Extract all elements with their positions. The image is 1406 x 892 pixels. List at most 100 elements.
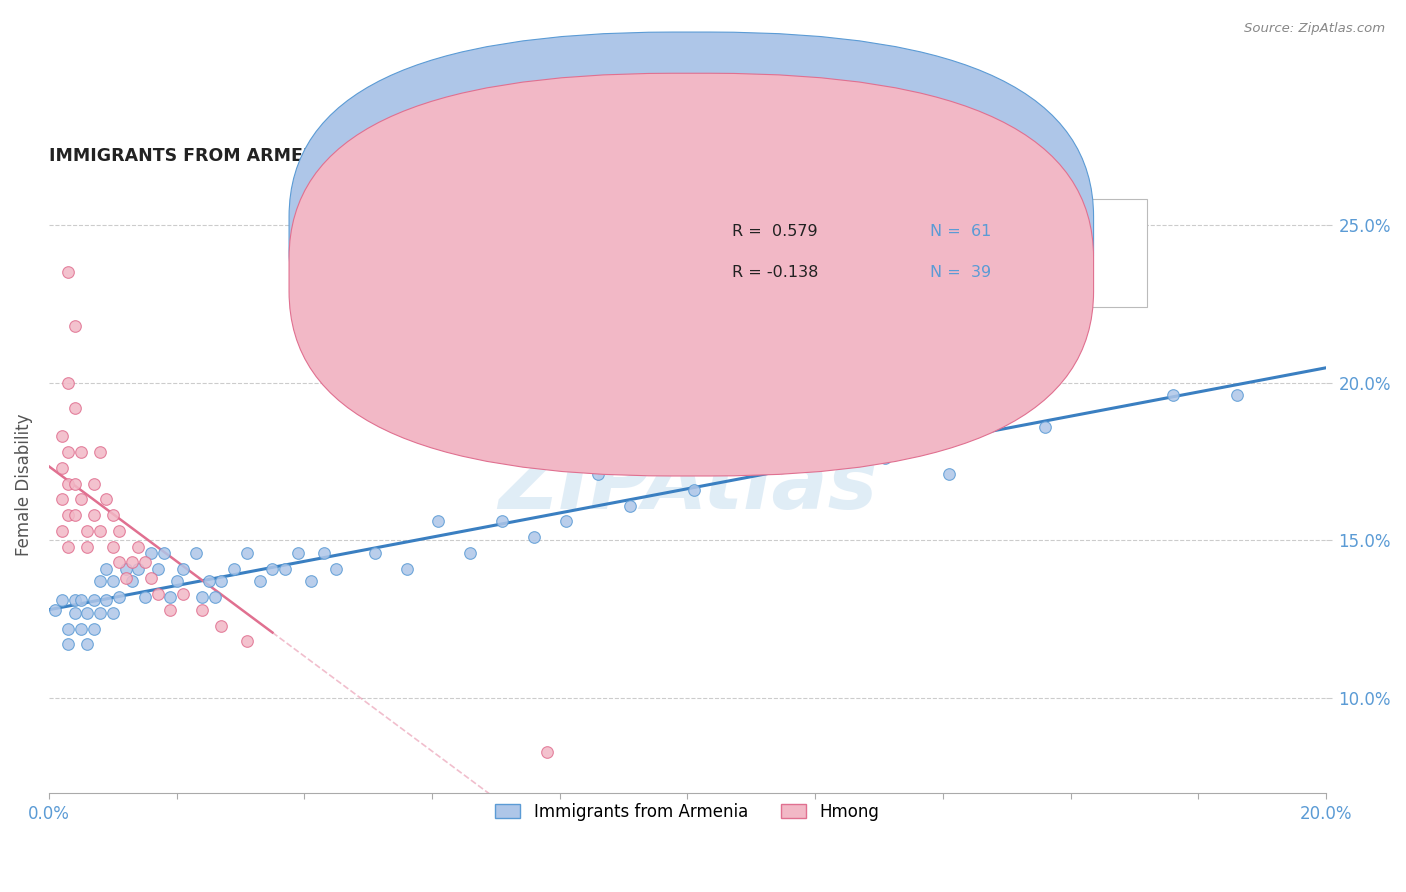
Point: [139, 546, 162, 560]
Point: [89, 574, 111, 589]
Point: [114, 562, 136, 576]
Point: [76, 606, 98, 620]
Point: [96, 593, 118, 607]
Point: [56, 622, 79, 636]
Text: IMMIGRANTS FROM ARMENIA VS HMONG FEMALE DISABILITY CORRELATION CHART: IMMIGRANTS FROM ARMENIA VS HMONG FEMALE …: [49, 147, 865, 165]
Point: [63, 606, 86, 620]
Point: [287, 546, 309, 560]
Point: [89, 445, 111, 459]
Point: [523, 530, 546, 544]
Point: [938, 467, 960, 482]
Point: [683, 483, 706, 497]
Point: [63, 593, 86, 607]
Point: [1033, 420, 1056, 434]
Point: [159, 590, 181, 604]
Point: [121, 556, 143, 570]
Point: [191, 590, 214, 604]
Point: [127, 562, 149, 576]
Point: [89, 606, 111, 620]
Point: [209, 574, 232, 589]
Point: [63, 401, 86, 415]
Point: [101, 574, 124, 589]
Point: [153, 546, 176, 560]
Point: [146, 562, 169, 576]
Point: [114, 571, 136, 585]
Point: [586, 467, 609, 482]
Point: [224, 562, 246, 576]
Point: [56, 445, 79, 459]
Point: [262, 562, 284, 576]
Point: [56, 540, 79, 554]
Text: R =  0.579: R = 0.579: [733, 224, 818, 239]
Point: [96, 562, 118, 576]
Point: [63, 476, 86, 491]
Point: [70, 593, 93, 607]
Point: [51, 461, 73, 475]
Point: [299, 574, 322, 589]
Point: [491, 515, 513, 529]
Point: [236, 634, 259, 648]
Point: [1161, 388, 1184, 402]
Point: [810, 451, 832, 466]
Point: [209, 618, 232, 632]
Point: [51, 593, 73, 607]
Text: ZIPAtlas: ZIPAtlas: [498, 445, 877, 525]
Point: [139, 571, 162, 585]
Point: [96, 492, 118, 507]
Point: [101, 540, 124, 554]
Point: [1226, 388, 1249, 402]
Point: [619, 499, 641, 513]
Point: [83, 622, 105, 636]
Point: [108, 590, 131, 604]
Point: [51, 429, 73, 443]
Point: [236, 546, 259, 560]
Point: [63, 318, 86, 333]
Point: [70, 492, 93, 507]
FancyBboxPatch shape: [290, 73, 1094, 476]
Point: [166, 574, 188, 589]
Point: [56, 476, 79, 491]
Point: [76, 637, 98, 651]
Point: [89, 524, 111, 538]
Point: [76, 524, 98, 538]
Point: [875, 451, 897, 466]
Point: [76, 540, 98, 554]
Point: [146, 587, 169, 601]
Point: [197, 574, 219, 589]
Point: [121, 574, 143, 589]
Point: [395, 562, 418, 576]
Point: [460, 546, 482, 560]
Point: [56, 265, 79, 279]
Point: [83, 476, 105, 491]
Point: [70, 622, 93, 636]
Point: [172, 587, 194, 601]
Point: [325, 562, 347, 576]
Point: [555, 515, 578, 529]
Point: [44, 603, 66, 617]
Point: [134, 556, 156, 570]
Text: Source: ZipAtlas.com: Source: ZipAtlas.com: [1244, 22, 1385, 36]
Point: [184, 546, 207, 560]
Point: [127, 540, 149, 554]
Point: [83, 593, 105, 607]
Point: [56, 376, 79, 390]
Point: [134, 590, 156, 604]
Point: [56, 637, 79, 651]
Point: [536, 745, 558, 759]
Point: [51, 524, 73, 538]
Point: [427, 515, 450, 529]
Point: [714, 451, 737, 466]
Y-axis label: Female Disability: Female Disability: [15, 414, 32, 557]
FancyBboxPatch shape: [637, 199, 1147, 307]
Point: [159, 603, 181, 617]
Point: [108, 524, 131, 538]
Point: [249, 574, 271, 589]
Point: [108, 556, 131, 570]
Point: [83, 508, 105, 523]
Point: [204, 590, 226, 604]
Point: [101, 606, 124, 620]
Point: [172, 562, 194, 576]
Legend: Immigrants from Armenia, Hmong: Immigrants from Armenia, Hmong: [489, 796, 886, 828]
Point: [363, 546, 385, 560]
Text: N =  39: N = 39: [931, 266, 991, 280]
